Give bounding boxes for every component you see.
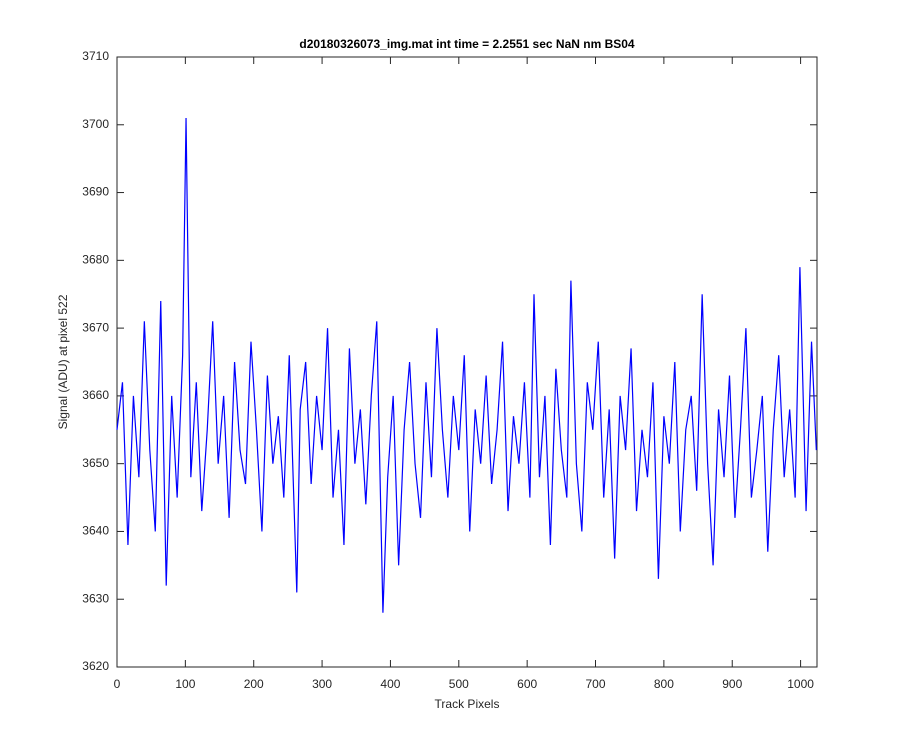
x-tick-label: 100 [175, 677, 195, 691]
x-tick-label: 200 [244, 677, 264, 691]
y-tick-label: 3700 [82, 117, 109, 131]
plot-box [116, 56, 818, 668]
y-tick-label: 3660 [82, 388, 109, 402]
y-tick-label: 3690 [82, 185, 109, 199]
y-tick-label: 3640 [82, 524, 109, 538]
y-tick-label: 3710 [82, 49, 109, 63]
y-tick-label: 3650 [82, 456, 109, 470]
x-tick-label: 700 [586, 677, 606, 691]
y-tick-label: 3630 [82, 591, 109, 605]
x-tick-label: 300 [312, 677, 332, 691]
x-tick-label: 600 [517, 677, 537, 691]
y-axis-label: Signal (ADU) at pixel 522 [56, 294, 70, 429]
y-tick-label: 3680 [82, 253, 109, 267]
x-axis-label: Track Pixels [435, 697, 500, 711]
chart-title: d20180326073_img.mat int time = 2.2551 s… [299, 37, 635, 51]
x-tick-label: 400 [380, 677, 400, 691]
y-tick-label: 3670 [82, 320, 109, 334]
x-tick-label: 500 [449, 677, 469, 691]
x-tick-label: 900 [722, 677, 742, 691]
x-tick-label: 800 [654, 677, 674, 691]
y-tick-label: 3620 [82, 659, 109, 673]
data-line [116, 117, 817, 613]
x-tick-label: 1000 [787, 677, 814, 691]
x-tick-label: 0 [114, 677, 121, 691]
